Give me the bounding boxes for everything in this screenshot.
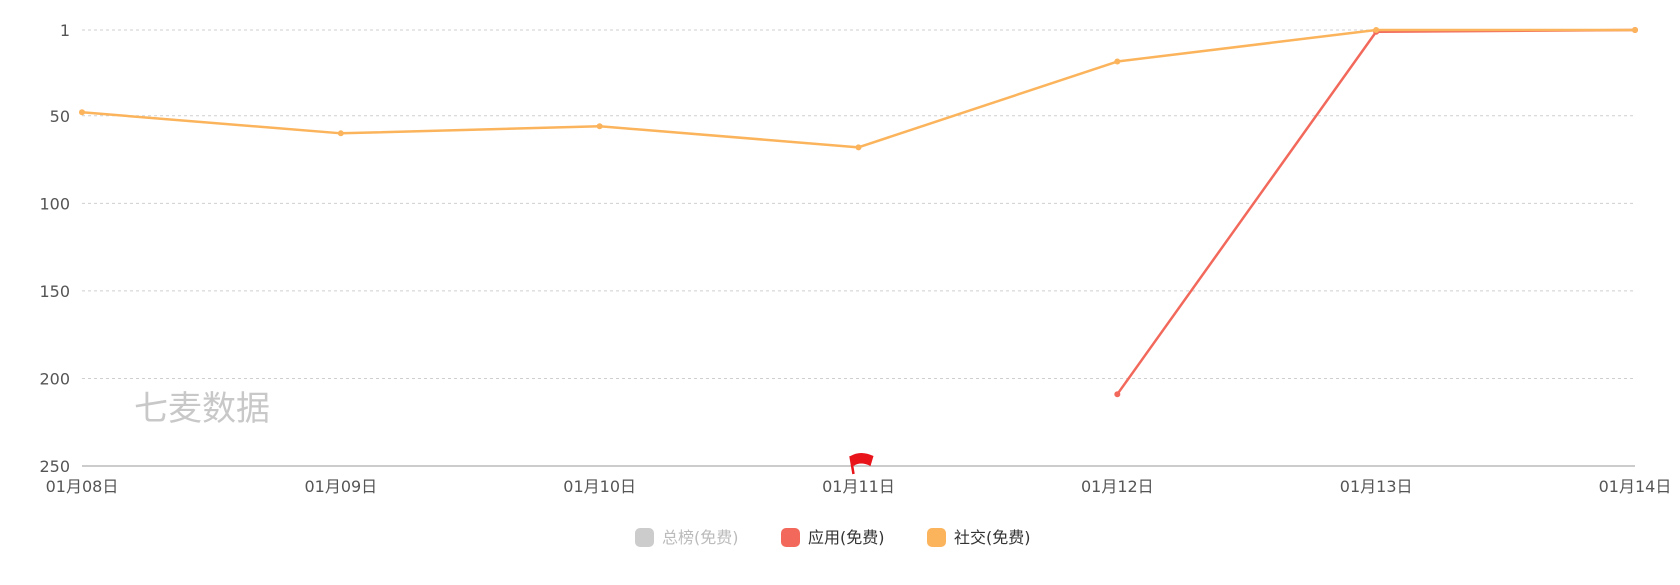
data-point[interactable] (1114, 58, 1121, 65)
data-point[interactable] (855, 144, 862, 151)
data-point[interactable] (79, 109, 85, 116)
x-tick-label: 01月08日 (46, 477, 119, 496)
series-line-1[interactable] (1116, 28, 1636, 395)
x-tick-label: 01月13日 (1340, 477, 1413, 496)
x-tick-label: 01月10日 (563, 477, 636, 496)
legend-item-2[interactable]: 社交(免费) (927, 528, 1031, 547)
legend-label: 社交(免费) (954, 528, 1031, 547)
watermark-text: 七麦数据 (134, 389, 270, 429)
legend-swatch (635, 528, 654, 547)
data-point[interactable] (1373, 27, 1380, 33)
y-tick-label: 150 (39, 282, 70, 301)
legend-item-1[interactable]: 应用(免费) (781, 528, 885, 547)
legend-swatch (781, 528, 800, 547)
legend-label: 应用(免费) (808, 528, 885, 547)
data-point[interactable] (596, 123, 603, 130)
grid-lines (82, 29, 1635, 379)
series-line-2[interactable] (81, 28, 1635, 149)
y-tick-label: 100 (39, 194, 70, 213)
flag-marker (849, 453, 874, 475)
data-point[interactable] (1632, 27, 1638, 33)
legend-swatch (927, 528, 946, 547)
flag-cloth (850, 453, 874, 466)
x-tick-label: 01月14日 (1599, 477, 1672, 496)
x-tick-label: 01月12日 (1081, 477, 1154, 496)
y-tick-label: 250 (39, 457, 70, 476)
x-tick-label: 01月09日 (304, 477, 377, 496)
legend-item-0[interactable]: 总榜(免费) (635, 528, 739, 547)
data-point[interactable] (1114, 391, 1121, 398)
y-tick-label: 50 (50, 107, 70, 126)
legend-label: 总榜(免费) (662, 528, 739, 547)
x-tick-label: 01月11日 (822, 477, 895, 496)
data-point[interactable] (337, 130, 344, 137)
y-tick-label: 200 (39, 369, 70, 388)
flag-pole (849, 455, 855, 475)
series-lines (79, 27, 1638, 398)
legend[interactable]: 总榜(免费) 应用(免费) 社交(免费) (635, 528, 1031, 547)
y-tick-label: 1 (60, 21, 70, 40)
red-flag-icon[interactable] (849, 453, 874, 475)
